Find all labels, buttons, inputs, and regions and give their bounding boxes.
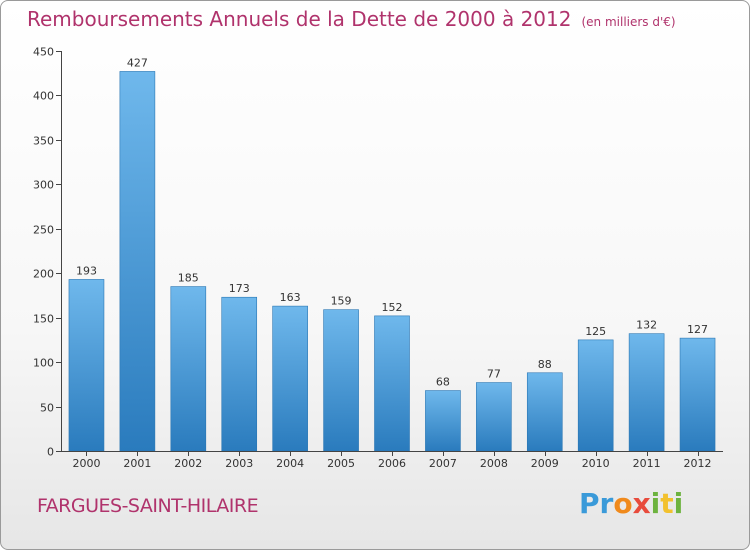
y-tick-label: 100	[33, 357, 54, 370]
x-tick-label: 2010	[582, 457, 610, 470]
bar-value-label: 159	[331, 295, 352, 308]
logo-letter: t	[660, 487, 674, 520]
x-tick-label: 2011	[633, 457, 661, 470]
bar-value-label: 127	[687, 323, 708, 336]
bar-2011	[628, 333, 665, 452]
bar-2007	[425, 390, 461, 452]
bar-value-label: 68	[436, 376, 450, 389]
y-tick-label: 50	[40, 402, 54, 415]
bar-2003	[221, 296, 258, 452]
place-name: FARGUES-SAINT-HILAIRE	[37, 495, 259, 517]
chart-title-text: Remboursements Annuels de la Dette de 20…	[27, 7, 572, 31]
y-tick-label: 150	[33, 313, 54, 326]
logo-letter: r	[599, 487, 614, 520]
y-axis: 0 50 100 150 200 250 300 350 400 450	[33, 46, 62, 459]
bar-value-label: 193	[76, 264, 97, 277]
y-tick-label: 200	[33, 268, 54, 281]
x-axis: 2000 2001 2002 2003 2004 2005 2006 2007 2008 2009…	[61, 451, 723, 470]
bar-2010	[577, 339, 614, 452]
x-tick-label: 2000	[72, 457, 100, 470]
x-tick-label: 2004	[276, 457, 304, 470]
bar-2006	[374, 315, 410, 452]
logo-letter: i	[673, 487, 684, 520]
bar-2005	[323, 309, 359, 452]
bar-2000	[68, 279, 105, 452]
x-tick-label: 2009	[531, 457, 559, 470]
chart-unit: (en milliers d'€)	[581, 15, 676, 29]
bar-2012	[679, 337, 716, 452]
bar-value-label: 163	[280, 291, 301, 304]
y-tick-label: 400	[33, 90, 54, 103]
bars: 193 427 185 173 163 159 152 68 77 88 125 132 127	[68, 56, 716, 452]
y-tick-label: 350	[33, 135, 54, 148]
bar-2009	[526, 372, 563, 452]
bar-value-label: 185	[178, 272, 199, 285]
x-tick-label: 2002	[174, 457, 202, 470]
x-tick-label: 2001	[123, 457, 151, 470]
y-tick-label: 0	[47, 446, 54, 459]
bar-value-label: 427	[127, 56, 148, 69]
x-tick-label: 2007	[429, 457, 457, 470]
bar-2008	[476, 382, 512, 452]
bar-value-label: 77	[487, 368, 501, 381]
bar-value-label: 173	[229, 282, 250, 295]
bar-value-label: 132	[636, 319, 657, 332]
x-tick-label: 2012	[684, 457, 712, 470]
y-tick-label: 300	[33, 179, 54, 192]
chart-title: Remboursements Annuels de la Dette de 20…	[27, 7, 676, 31]
x-tick-label: 2008	[480, 457, 508, 470]
bar-value-label: 152	[382, 301, 403, 314]
bar-2004	[272, 305, 308, 452]
logo-letter: P	[579, 487, 600, 520]
bar-value-label: 88	[538, 358, 552, 371]
x-tick-label: 2006	[378, 457, 406, 470]
logo-letter: x	[632, 487, 651, 520]
bar-value-label: 125	[585, 325, 606, 338]
x-tick-label: 2003	[225, 457, 253, 470]
logo-letter: o	[613, 487, 633, 520]
bar-2002	[170, 286, 207, 452]
y-tick-label: 250	[33, 224, 54, 237]
y-tick-label: 450	[33, 46, 54, 59]
logo-letter: i	[650, 487, 661, 520]
bar-2001	[119, 71, 156, 452]
x-tick-label: 2005	[327, 457, 355, 470]
proxiti-logo[interactable]: Proxiti	[579, 487, 683, 520]
